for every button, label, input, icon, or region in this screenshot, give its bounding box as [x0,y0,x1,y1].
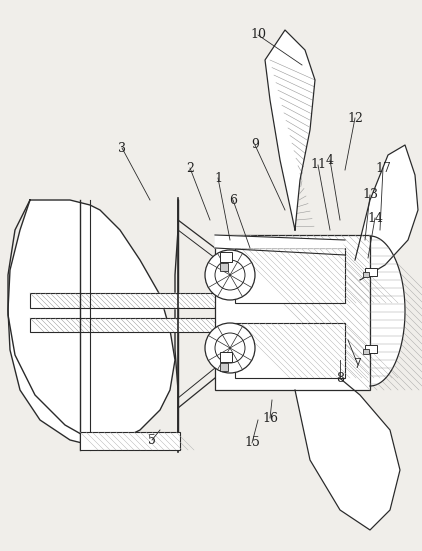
Circle shape [205,250,255,300]
Polygon shape [370,236,405,386]
Text: 14: 14 [367,212,383,224]
Bar [365,268,377,276]
Bar [220,252,232,262]
Bar [220,263,228,271]
Bar [235,323,345,378]
Text: 2: 2 [186,161,194,175]
Text: 8: 8 [336,371,344,385]
Bar [30,293,390,308]
Polygon shape [355,145,418,280]
Bar [30,318,390,332]
Text: 7: 7 [354,359,362,371]
Text: 11: 11 [310,159,326,171]
Polygon shape [295,350,400,530]
Bar [363,272,369,277]
Bar [235,248,345,303]
Bar [220,363,228,371]
Text: 3: 3 [118,142,126,154]
Polygon shape [215,235,345,248]
Text: 13: 13 [362,188,378,202]
Text: 17: 17 [375,161,391,175]
Text: 6: 6 [229,193,237,207]
Text: 1: 1 [214,171,222,185]
Text: 4: 4 [326,154,334,166]
Circle shape [205,323,255,373]
Text: 10: 10 [250,29,266,41]
Bar [363,349,369,354]
Text: 15: 15 [244,436,260,450]
Text: 16: 16 [262,412,278,424]
Text: 9: 9 [251,138,259,152]
Text: 5: 5 [148,434,156,446]
Bar [215,235,370,390]
Bar [220,352,232,362]
Bar [365,345,377,353]
Bar [80,432,180,450]
Polygon shape [8,200,175,445]
Text: 12: 12 [347,111,363,125]
Polygon shape [265,30,315,230]
